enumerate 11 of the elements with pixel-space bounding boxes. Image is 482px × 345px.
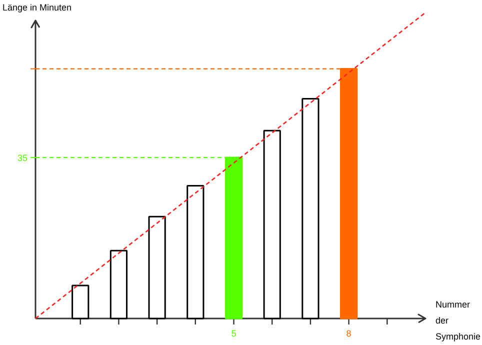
bar	[72, 284, 90, 320]
x-tick-label: 8	[346, 328, 352, 338]
x-axis-title: Nummer der Symphonie	[436, 300, 481, 342]
bar	[110, 250, 128, 320]
x-tick-label: 5	[231, 328, 236, 338]
text: 35	[17, 153, 28, 164]
y-axis-title: Länge in Minuten	[2, 2, 72, 12]
bar	[302, 98, 320, 320]
bar	[148, 216, 166, 320]
bar	[263, 130, 281, 320]
bar	[186, 184, 204, 320]
